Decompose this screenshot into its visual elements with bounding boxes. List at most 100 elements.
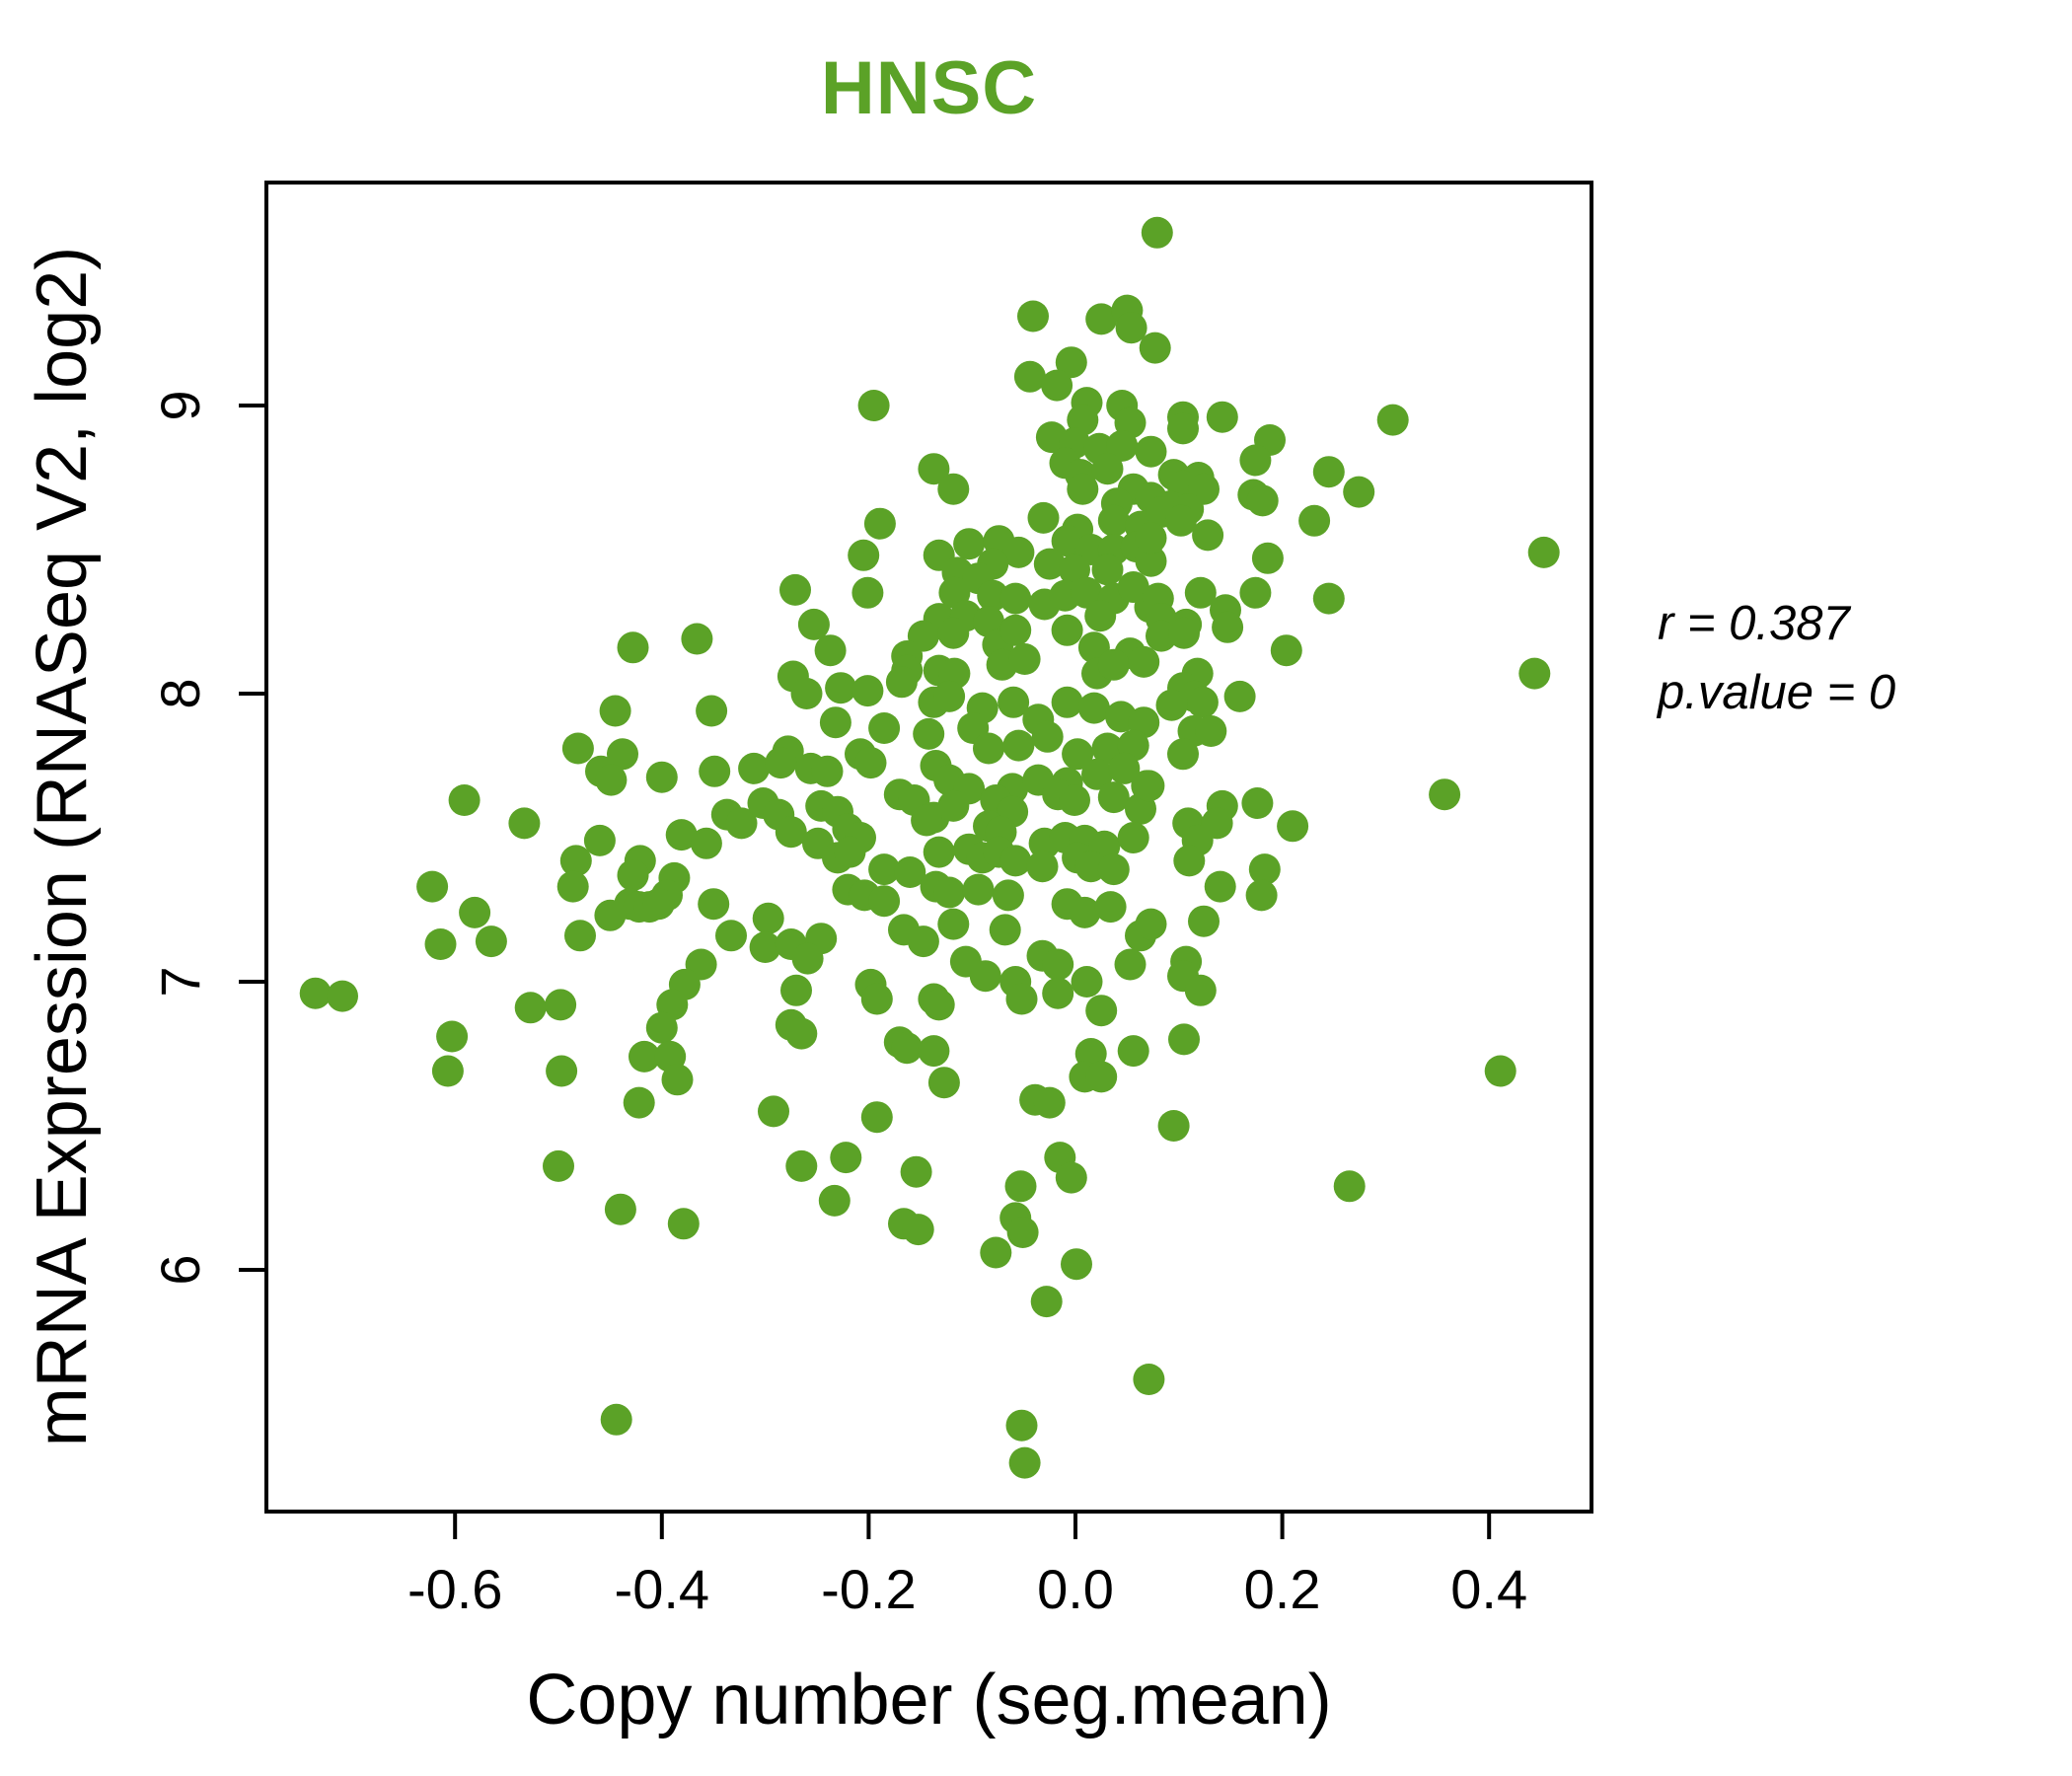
data-point [431, 1055, 464, 1087]
data-point [814, 634, 847, 667]
data-point [1117, 1035, 1149, 1068]
data-point [1141, 216, 1173, 249]
data-point [514, 992, 547, 1024]
y-tick-label: 7 [149, 966, 211, 997]
data-point [825, 672, 857, 704]
data-point [1085, 995, 1118, 1027]
x-tick-label: 0.0 [1037, 1558, 1114, 1620]
data-point [583, 824, 616, 856]
data-point [645, 1011, 678, 1044]
data-point [989, 914, 1021, 946]
data-point [645, 761, 678, 793]
data-point [545, 989, 577, 1021]
data-point [1002, 729, 1035, 762]
data-point [1277, 810, 1309, 843]
data-point [1518, 657, 1551, 690]
data-point [913, 717, 945, 750]
data-point [1085, 1061, 1118, 1093]
x-tick-label: -0.4 [615, 1558, 710, 1620]
data-point [475, 925, 507, 958]
data-point [1135, 522, 1167, 555]
data-point [459, 896, 491, 928]
data-point [1298, 504, 1331, 537]
data-point [891, 1032, 924, 1065]
data-point [1133, 1364, 1165, 1395]
data-point [937, 789, 970, 822]
data-point [999, 614, 1032, 646]
data-point [543, 1149, 574, 1182]
data-point [923, 836, 955, 868]
data-point [1061, 1248, 1092, 1281]
data-point [1206, 401, 1238, 433]
data-point [1055, 1161, 1087, 1194]
data-point [1376, 404, 1409, 436]
data-point [1017, 300, 1049, 333]
data-point [594, 899, 627, 931]
data-point [681, 623, 713, 655]
data-point [860, 1101, 893, 1134]
data-point [1429, 778, 1461, 811]
data-point [1005, 1409, 1038, 1442]
data-point [690, 827, 722, 859]
data-point [1041, 369, 1073, 402]
data-point [559, 845, 592, 877]
data-point [1059, 554, 1090, 586]
data-point [927, 1067, 960, 1099]
p-value-text: p.value = 0 [1658, 665, 1896, 719]
data-point [1069, 896, 1101, 928]
data-point [1188, 905, 1220, 937]
data-point [1186, 686, 1219, 718]
data-point [1157, 1110, 1190, 1142]
data-point [1128, 645, 1160, 678]
data-point [1333, 1170, 1366, 1203]
data-point [1051, 525, 1083, 557]
data-point [1071, 966, 1103, 998]
data-point [1051, 686, 1083, 718]
data-point [1085, 303, 1118, 335]
data-point [1133, 770, 1165, 802]
data-point [758, 1095, 789, 1128]
data-point [1204, 870, 1236, 903]
data-point [1031, 720, 1064, 753]
data-point [1192, 519, 1224, 552]
data-point [885, 666, 918, 699]
data-point [1212, 611, 1244, 643]
data-point [894, 856, 926, 888]
data-point [860, 983, 893, 1015]
data-point [1251, 542, 1284, 574]
data-point [1013, 360, 1046, 393]
data-point [1139, 332, 1171, 364]
data-point [1239, 444, 1272, 477]
data-point [1055, 346, 1087, 379]
data-point [1245, 879, 1278, 912]
data-point [933, 876, 966, 909]
data-point [1051, 614, 1083, 646]
data-point [811, 755, 844, 787]
data-point [600, 1403, 632, 1436]
data-point [980, 1236, 1012, 1269]
data-point [1033, 548, 1066, 580]
data-point [752, 902, 784, 934]
data-point [1164, 504, 1197, 537]
data-point [1002, 536, 1035, 568]
data-point [973, 732, 1004, 765]
data-point [851, 675, 884, 707]
data-point [1173, 845, 1206, 877]
r-value-text: r = 0.387 [1658, 597, 1850, 650]
data-point [775, 816, 807, 849]
data-point [1030, 1286, 1063, 1318]
data-point [629, 1040, 660, 1073]
data-point [1094, 891, 1127, 924]
data-point [785, 1017, 818, 1050]
data-point [749, 931, 781, 963]
data-point [546, 1055, 578, 1087]
data-point [1071, 576, 1103, 609]
data-point [1042, 948, 1074, 981]
data-point [1184, 576, 1217, 609]
data-point [1008, 643, 1041, 675]
data-point [1097, 648, 1130, 681]
data-point [937, 908, 970, 940]
data-point [561, 732, 594, 765]
data-point [699, 755, 731, 787]
data-point [969, 960, 1001, 993]
